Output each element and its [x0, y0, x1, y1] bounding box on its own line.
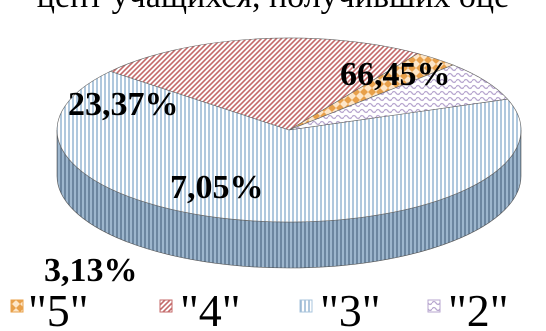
data-label-4: 23,37% — [68, 86, 179, 123]
legend-swatch-2 — [427, 299, 441, 313]
legend-item-5: "5" — [10, 285, 89, 331]
legend-label-5: "5" — [28, 285, 89, 331]
pie-slice-3 — [56, 71, 522, 223]
pie-tops — [56, 37, 522, 223]
legend: "5" "4" "3" "2" — [10, 285, 509, 331]
legend-item-2: "2" — [427, 285, 509, 331]
legend-swatch-3 — [299, 299, 313, 313]
chart-title-fragment: цент учащихся, получивших оце — [37, 0, 509, 15]
legend-label-2: "2" — [448, 285, 509, 331]
legend-label-3: "3" — [320, 285, 381, 331]
legend-item-3: "3" — [299, 285, 381, 331]
legend-swatch-4 — [159, 299, 173, 313]
data-label-2: 7,05% — [170, 169, 264, 206]
data-label-5: 3,13% — [44, 252, 138, 289]
pie-slice-2 — [288, 64, 509, 131]
data-labels: 3,13% 23,37% 66,45% 7,05% — [44, 56, 451, 289]
legend-swatch-5 — [10, 299, 24, 313]
legend-label-4: "4" — [180, 285, 241, 331]
legend-item-4: "4" — [159, 285, 241, 331]
pie-slice-4 — [109, 37, 419, 131]
data-label-3: 66,45% — [340, 56, 451, 93]
